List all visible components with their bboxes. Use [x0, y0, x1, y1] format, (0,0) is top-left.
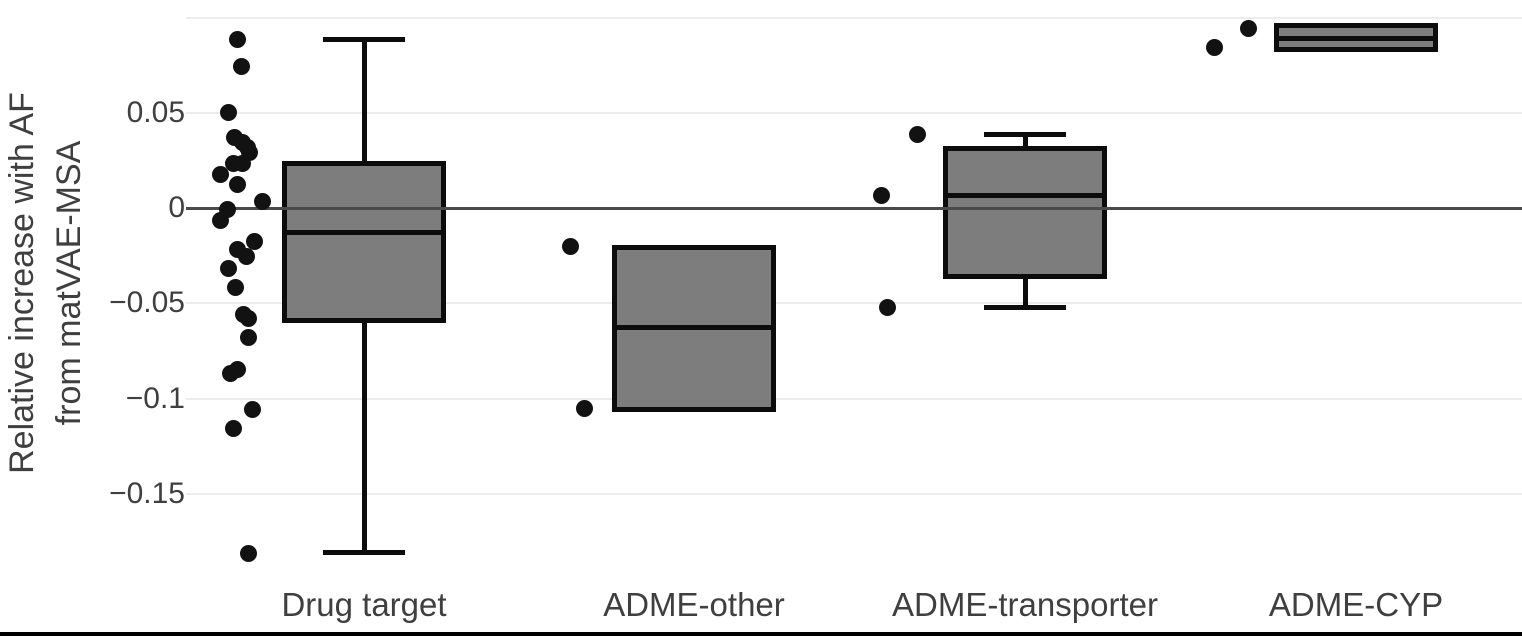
data-point-drug-target: [219, 259, 237, 277]
data-point-adme-cyp: [1239, 20, 1257, 38]
data-point-drug-target: [253, 193, 271, 211]
box-adme-transporter: [943, 146, 1107, 280]
data-point-drug-target: [239, 329, 257, 347]
y-gridline: [186, 302, 1522, 305]
data-point-drug-target: [239, 309, 257, 327]
box-drug-target: [282, 160, 446, 324]
median-line-drug-target: [287, 229, 441, 235]
lower-whisker-drug-target: [361, 320, 367, 556]
data-point-drug-target: [237, 248, 255, 266]
data-point-drug-target: [239, 545, 257, 563]
upper-whisker-cap-drug-target: [323, 36, 405, 42]
x-axis-label-adme-cyp: ADME-CYP: [1268, 586, 1444, 623]
y-tick-label: −0.15: [109, 476, 185, 510]
data-point-drug-target: [224, 420, 242, 438]
y-axis-title-line-1: Relative increase with AF: [3, 92, 42, 474]
data-point-adme-other: [575, 399, 593, 417]
upper-whisker-drug-target: [361, 36, 367, 166]
lower-whisker-adme-transporter: [1022, 276, 1028, 310]
data-point-drug-target: [219, 104, 237, 122]
data-point-drug-target: [233, 154, 251, 172]
x-axis-label-adme-other: ADME-other: [603, 586, 785, 623]
lower-whisker-cap-drug-target: [323, 550, 405, 556]
data-point-drug-target: [211, 166, 229, 184]
y-tick-label: 0: [168, 191, 185, 224]
median-line-adme-other: [617, 324, 771, 330]
y-tick-label: −0.05: [109, 286, 185, 320]
data-point-drug-target: [221, 364, 239, 382]
data-point-drug-target: [211, 212, 229, 230]
data-point-drug-target: [245, 233, 263, 251]
data-point-adme-transporter: [872, 187, 890, 205]
data-point-adme-transporter: [908, 125, 926, 143]
y-tick-label: −0.1: [125, 381, 185, 415]
y-gridline: [186, 16, 1522, 19]
data-point-drug-target: [228, 30, 246, 48]
data-point-adme-other: [561, 237, 579, 255]
y-gridline: [186, 492, 1522, 495]
data-point-drug-target: [243, 401, 261, 419]
data-point-drug-target: [228, 175, 246, 193]
lower-whisker-cap-adme-transporter: [984, 304, 1066, 310]
y-gridline: [186, 111, 1522, 114]
median-line-adme-transporter: [948, 193, 1102, 199]
data-point-drug-target: [232, 58, 250, 76]
data-point-adme-cyp: [1205, 39, 1223, 57]
zero-baseline-line: [186, 206, 1522, 210]
x-axis-label-drug-target: Drug target: [281, 586, 447, 623]
x-axis-label-adme-transporter: ADME-transporter: [892, 586, 1158, 623]
bottom-border-line: [0, 632, 1522, 636]
data-point-adme-transporter: [878, 298, 896, 316]
median-line-adme-cyp: [1279, 35, 1433, 41]
upper-whisker-adme-transporter: [1022, 131, 1028, 152]
upper-whisker-cap-adme-transporter: [984, 131, 1066, 137]
y-tick-label: 0.05: [126, 95, 185, 129]
y-gridline: [186, 397, 1522, 400]
data-point-drug-target: [226, 278, 244, 296]
